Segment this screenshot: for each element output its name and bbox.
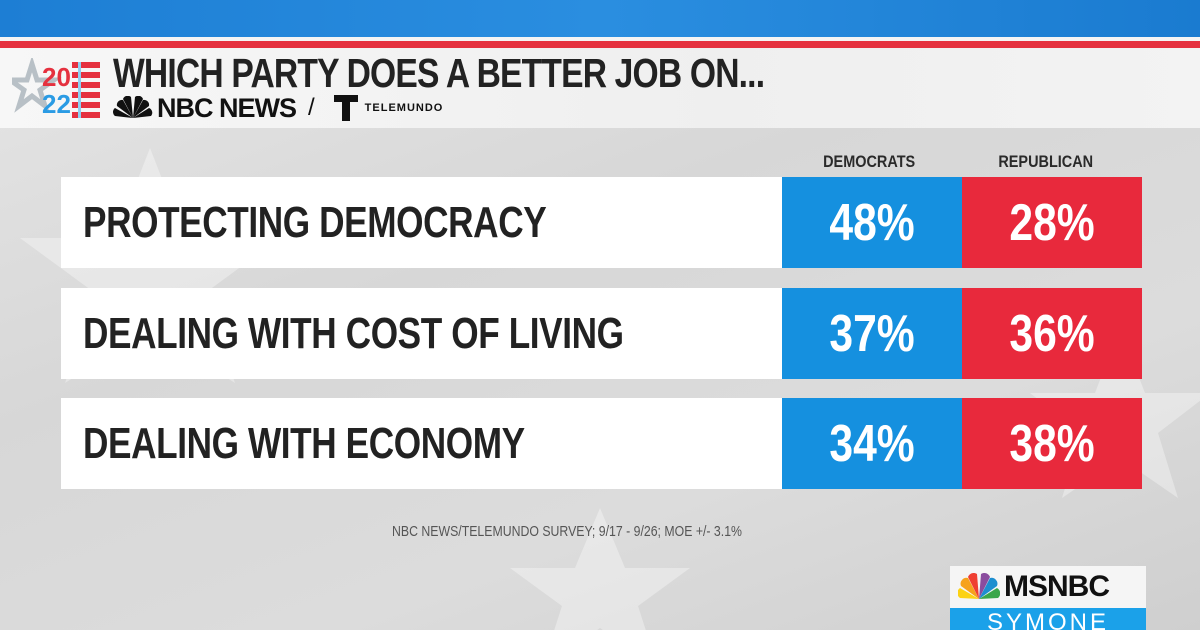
source-note: NBC NEWS/TELEMUNDO SURVEY; 9/17 - 9/26; … [392,523,742,540]
top-blue-band [0,0,1200,37]
msnbc-wordmark: MSNBC [1004,570,1110,603]
header-panel [0,48,1200,128]
rep-value-cell: 36% [962,288,1142,379]
rep-value-cell: 38% [962,398,1142,489]
brand-separator: / [308,94,315,121]
table-row: PROTECTING DEMOCRACY 48% 28% [61,177,1143,268]
row-label: DEALING WITH COST OF LIVING [61,288,782,379]
telemundo-t-icon [333,95,358,121]
column-header-republican: REPUBLICAN [998,152,1094,171]
header-divider [0,37,1200,41]
dem-value-cell: 37% [782,288,962,379]
telemundo-wordmark: TELEMUNDO [364,102,444,114]
column-header-democrats: DEMOCRATS [823,152,916,171]
election-2022-logo: 20 22 [12,58,100,119]
dem-value-cell: 34% [782,398,962,489]
red-stripe [0,41,1200,48]
row-label: DEALING WITH ECONOMY [61,398,782,489]
show-name-banner: SYMONE [950,608,1146,630]
brand-row: NBC NEWS / TELEMUNDO [113,93,443,123]
dem-value-cell: 48% [782,177,962,268]
page-title: WHICH PARTY DOES A BETTER JOB ON... [113,50,765,96]
flag-stripes-icon [72,62,100,118]
nbc-peacock-icon [113,96,153,118]
rep-value-cell: 28% [962,177,1142,268]
table-row: DEALING WITH COST OF LIVING 37% 36% [61,288,1143,379]
msnbc-peacock-icon [958,573,1000,599]
star-icon [12,58,62,113]
svg-text:20: 20 [42,62,71,92]
table-row: DEALING WITH ECONOMY 34% 38% [61,398,1143,489]
row-label: PROTECTING DEMOCRACY [61,177,782,268]
msnbc-logo: MSNBC [950,566,1146,608]
msnbc-bug: MSNBC SYMONE [950,566,1146,630]
nbc-news-wordmark: NBC NEWS [157,92,297,123]
svg-text:22: 22 [42,89,71,119]
